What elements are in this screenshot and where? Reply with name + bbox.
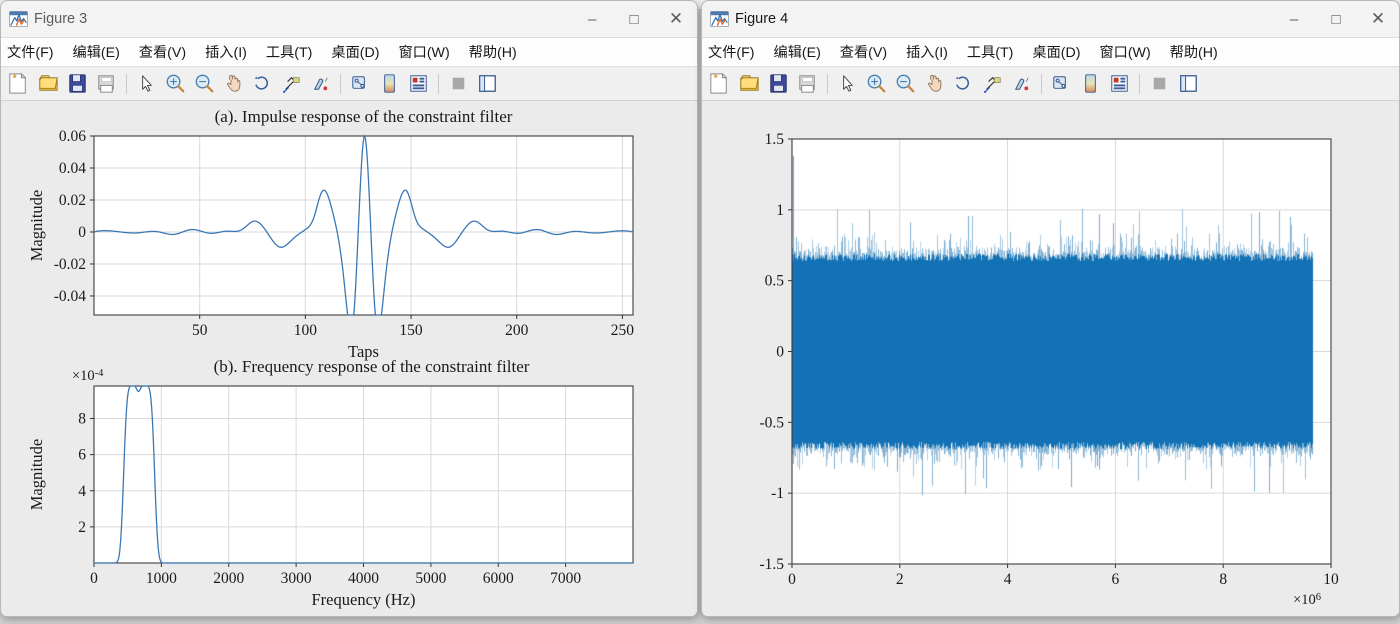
svg-text:4000: 4000 <box>348 570 379 587</box>
svg-text:2000: 2000 <box>213 570 244 587</box>
svg-text:0: 0 <box>90 570 98 587</box>
svg-text:Frequency (Hz): Frequency (Hz) <box>312 590 416 609</box>
svg-text:3000: 3000 <box>281 570 312 587</box>
svg-text:6000: 6000 <box>483 570 514 587</box>
svg-text:5000: 5000 <box>415 570 446 587</box>
svg-text:4: 4 <box>78 483 86 500</box>
svg-text:×10-4: ×10-4 <box>72 368 104 384</box>
svg-text:(b). Frequency response of the: (b). Frequency response of the constrain… <box>214 357 530 376</box>
svg-text:7000: 7000 <box>550 570 581 587</box>
svg-text:2: 2 <box>78 519 86 536</box>
svg-text:6: 6 <box>78 447 86 464</box>
svg-text:8: 8 <box>78 411 86 428</box>
svg-text:1000: 1000 <box>146 570 177 587</box>
svg-text:Magnitude: Magnitude <box>27 439 46 511</box>
